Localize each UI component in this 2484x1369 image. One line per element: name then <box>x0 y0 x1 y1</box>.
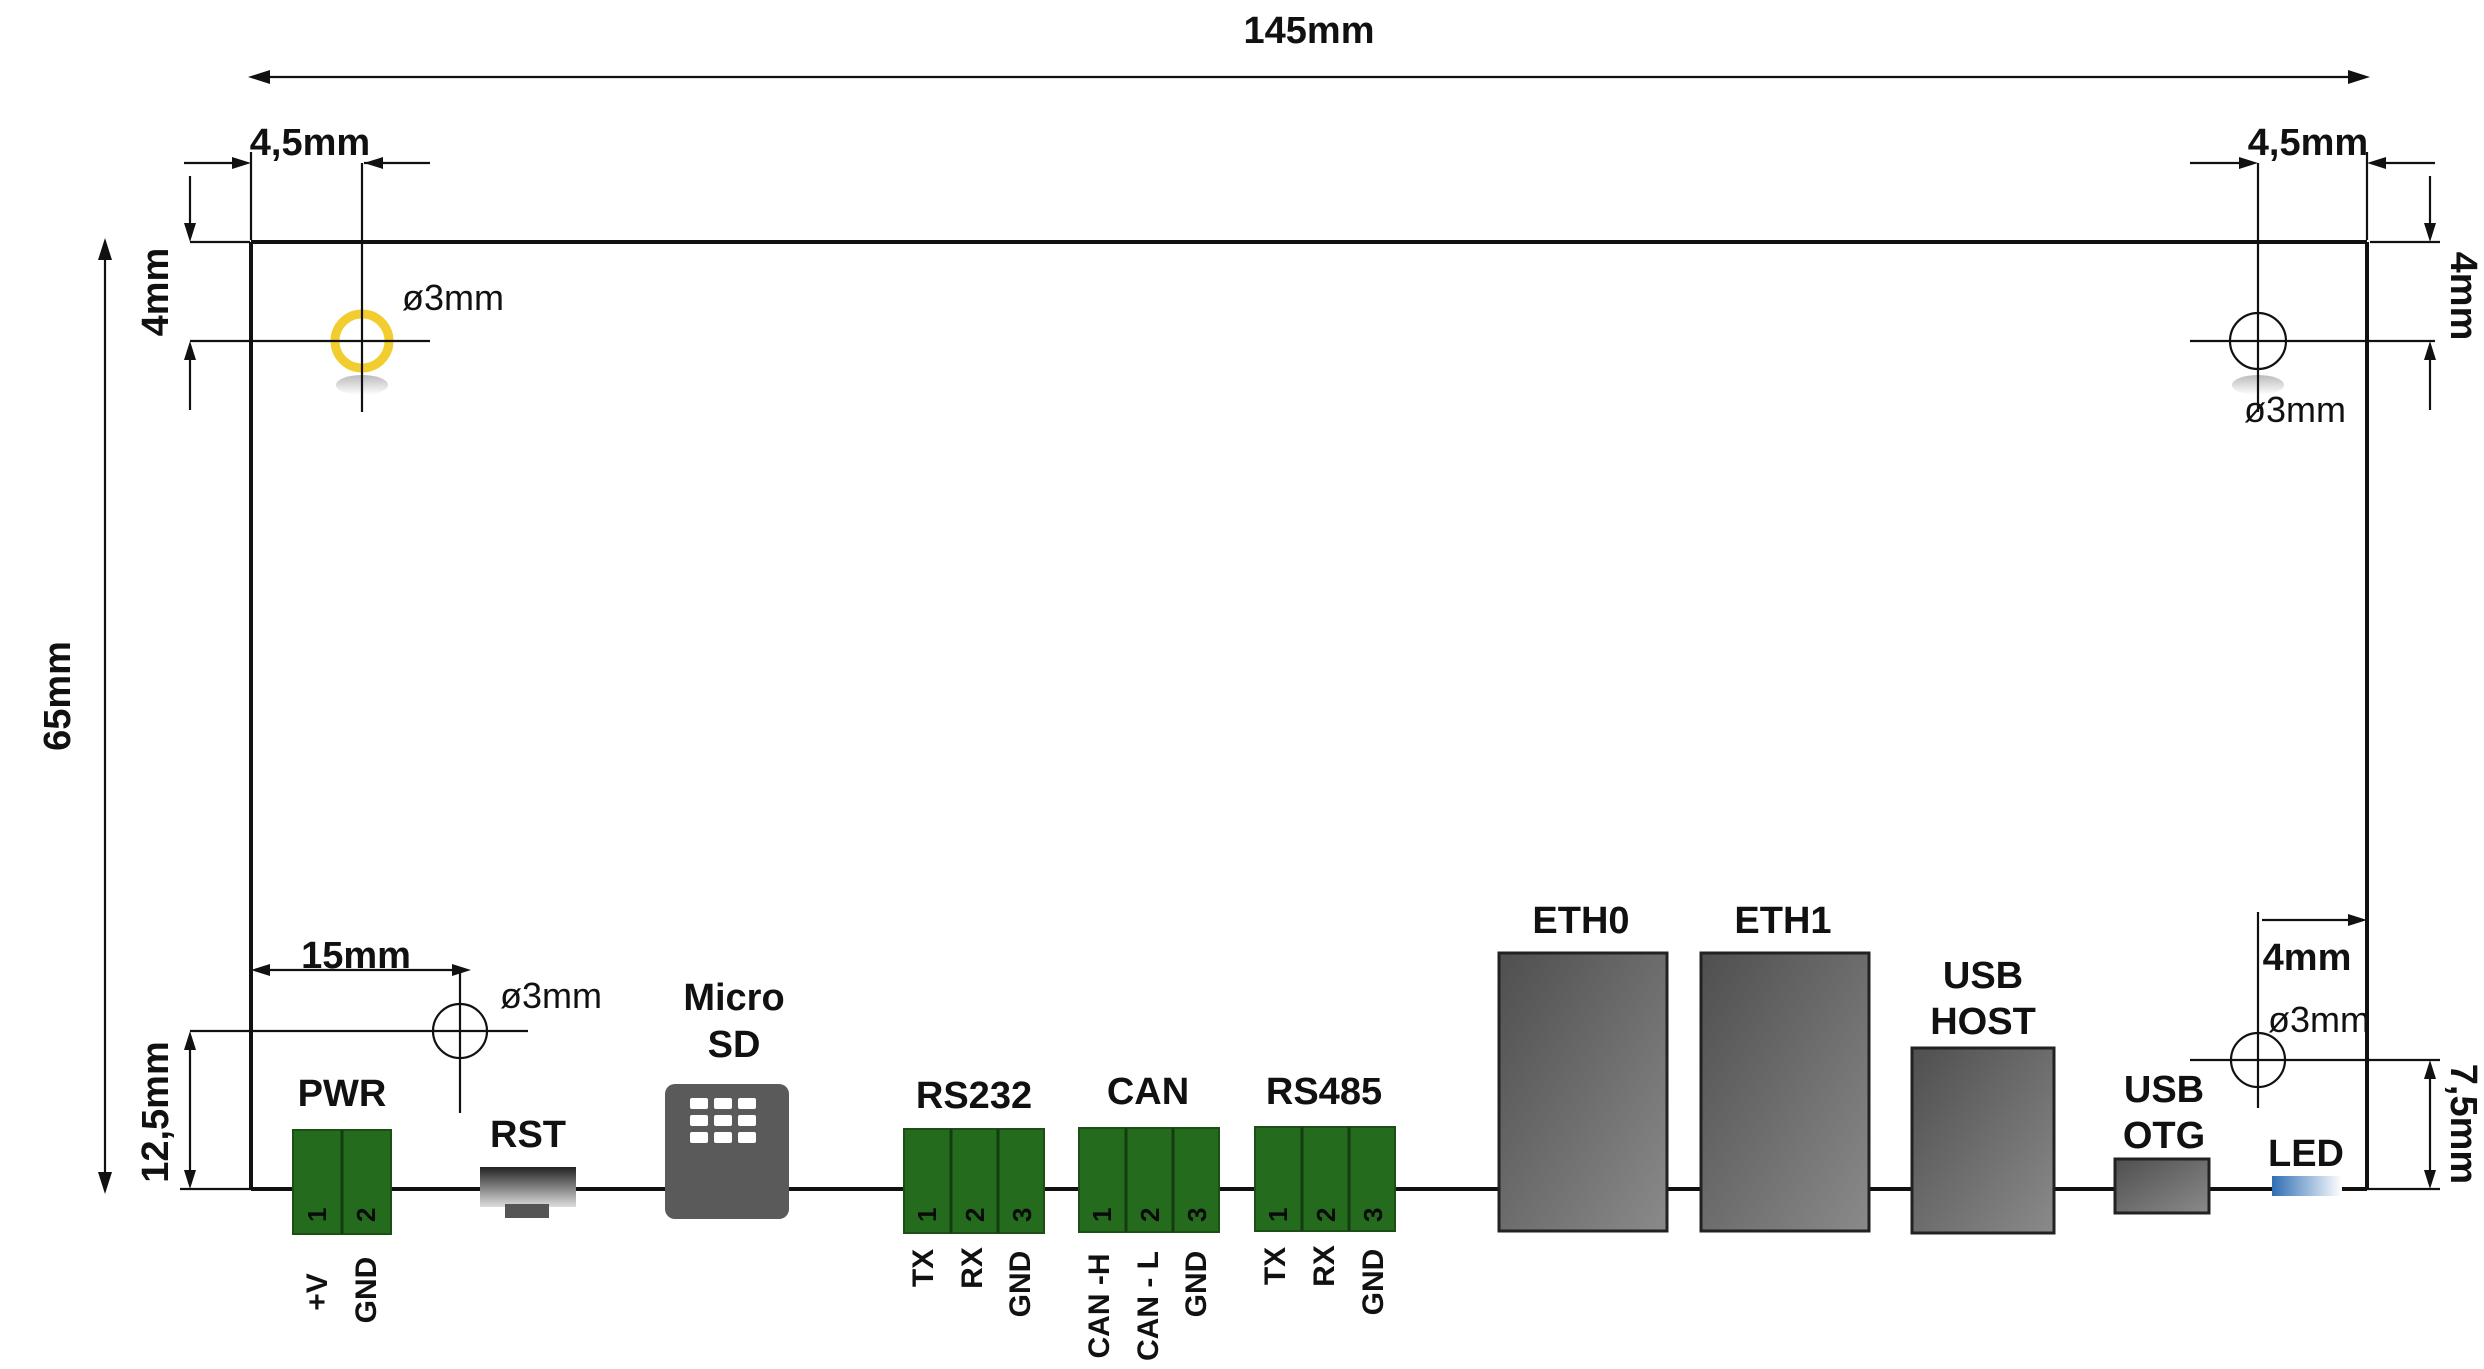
can-label: CAN <box>1107 1071 1189 1113</box>
width-label: 145mm <box>1244 10 1375 52</box>
led-indicator: LED <box>2268 1133 2344 1196</box>
rs485-signal-gnd: GND <box>1357 1249 1390 1316</box>
can-signal-gnd: GND <box>1180 1251 1213 1318</box>
led-hole-x-label: 4mm <box>2263 937 2352 979</box>
eth1-label: ETH1 <box>1734 900 1831 942</box>
can-connector: CAN 1 2 3 CAN -H CAN - L GND <box>1078 1071 1220 1361</box>
usb-host-label-line2: HOST <box>1930 1001 2036 1043</box>
height-dimension: 65mm <box>37 238 112 1194</box>
hole-top-left: ø3mm 4,5mm 4mm <box>135 122 504 412</box>
eth0-port: ETH0 <box>1497 900 1669 1233</box>
rs232-pin-1: 1 <box>912 1208 942 1222</box>
rs232-signal-tx: TX <box>907 1249 940 1287</box>
pwr-pin-1: 1 <box>302 1208 332 1222</box>
hole-bottom-right: ø3mm 4mm 7,5mm <box>2190 912 2484 1191</box>
rs232-pin-2: 2 <box>960 1208 990 1222</box>
hole-bottom-left-label: ø3mm <box>500 975 602 1016</box>
can-signal-low: CAN - L <box>1132 1251 1165 1361</box>
rs232-signal-rx: RX <box>956 1247 989 1289</box>
can-pin-1: 1 <box>1087 1208 1117 1222</box>
usb-otg-port: USB OTG <box>2113 1069 2211 1215</box>
rs232-pin-3: 3 <box>1007 1208 1037 1222</box>
pwr-connector: PWR 1 2 +V GND <box>292 1073 392 1324</box>
rst-label: RST <box>490 1114 566 1156</box>
hole-x-right-label: 4,5mm <box>2248 122 2368 164</box>
pwr-label: PWR <box>298 1073 387 1115</box>
led-label: LED <box>2268 1133 2344 1175</box>
rs485-connector: RS485 1 2 3 TX RX GND <box>1254 1071 1396 1316</box>
eth1-port: ETH1 <box>1699 900 1871 1233</box>
rs485-signal-tx: TX <box>1259 1247 1292 1285</box>
usb-host-label-line1: USB <box>1943 955 2023 997</box>
microsd-slot: Micro SD <box>665 977 789 1219</box>
rs232-label: RS232 <box>916 1075 1032 1117</box>
hole-y-right-label: 4mm <box>2442 252 2484 341</box>
hole-bottom-right-label: ø3mm <box>2268 999 2370 1040</box>
microsd-label-line2: SD <box>708 1024 761 1066</box>
microsd-label-line1: Micro <box>683 977 784 1019</box>
pwr-signal-vplus: +V <box>301 1273 334 1311</box>
usb-otg-label-line1: USB <box>2124 1069 2204 1111</box>
hole-bottom-left: ø3mm 15mm 12,5mm <box>135 935 602 1191</box>
usb-host-port: USB HOST <box>1910 955 2056 1235</box>
pwr-pin-2: 2 <box>351 1208 381 1222</box>
width-dimension: 145mm <box>248 10 2370 84</box>
pwr-hole-x-label: 15mm <box>301 935 411 977</box>
hole-top-right-label: ø3mm <box>2244 389 2346 430</box>
rst-button: RST <box>480 1114 576 1218</box>
eth0-label: ETH0 <box>1532 900 1629 942</box>
rs485-pin-3: 3 <box>1358 1208 1388 1222</box>
pwr-hole-y-label: 12,5mm <box>135 1041 177 1183</box>
pwr-signal-gnd: GND <box>350 1257 383 1324</box>
rs485-signal-rx: RX <box>1308 1245 1341 1287</box>
rs485-label: RS485 <box>1266 1071 1382 1113</box>
usb-otg-label-line2: OTG <box>2123 1115 2205 1157</box>
rs485-pin-1: 1 <box>1263 1208 1293 1222</box>
led-hole-y-label: 7,5mm <box>2442 1064 2484 1184</box>
rs232-signal-gnd: GND <box>1004 1251 1037 1318</box>
height-label: 65mm <box>37 641 79 751</box>
can-pin-2: 2 <box>1135 1208 1165 1222</box>
can-pin-3: 3 <box>1182 1208 1212 1222</box>
hole-y-left-label: 4mm <box>135 248 177 337</box>
hole-top-right: ø3mm 4,5mm 4mm <box>2190 122 2484 430</box>
can-signal-high: CAN -H <box>1083 1254 1116 1359</box>
rs232-connector: RS232 1 2 3 TX RX GND <box>903 1075 1045 1318</box>
hole-x-left-label: 4,5mm <box>250 122 370 164</box>
hole-top-left-label: ø3mm <box>402 277 504 318</box>
rs485-pin-2: 2 <box>1311 1208 1341 1222</box>
